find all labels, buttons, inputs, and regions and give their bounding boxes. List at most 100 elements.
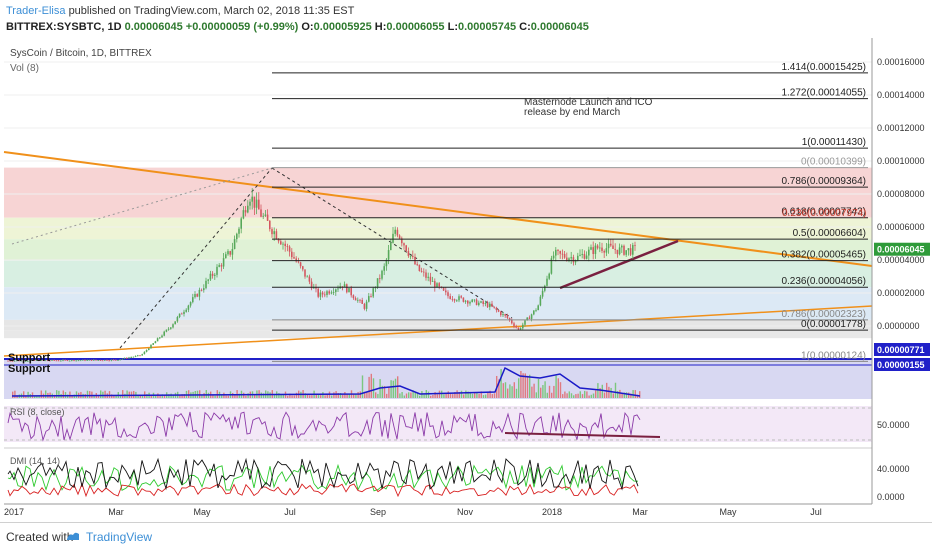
- volume-bar: [238, 393, 240, 398]
- volume-bar: [502, 383, 504, 398]
- volume-bar: [45, 390, 47, 398]
- volume-bar: [416, 392, 419, 398]
- tradingview-brand-link[interactable]: TradingView: [86, 530, 153, 544]
- candle-body: [550, 258, 553, 274]
- candle-body: [275, 231, 278, 240]
- author-link[interactable]: Trader-Elisa: [6, 5, 66, 17]
- volume-bar: [172, 395, 174, 398]
- candle-body: [29, 360, 31, 362]
- y-tick-0: 0.00016000: [877, 57, 925, 67]
- candle-body: [240, 218, 242, 229]
- candle-body: [425, 272, 427, 278]
- volume-bar: [548, 385, 551, 398]
- rsi-tick: 50.0000: [877, 420, 910, 430]
- candle-body: [623, 245, 625, 255]
- candle-body: [392, 233, 394, 243]
- volume-bar: [403, 395, 405, 398]
- volume-bar: [522, 373, 524, 398]
- volume-bar: [533, 383, 535, 398]
- volume-bar: [372, 378, 375, 398]
- volume-bar: [232, 392, 234, 398]
- candle-body: [192, 297, 194, 303]
- volume-bar: [540, 387, 542, 398]
- volume-bar: [353, 394, 355, 398]
- candle-body: [548, 273, 550, 279]
- volume-bar: [507, 388, 509, 398]
- candle-body: [473, 299, 476, 301]
- candle-body: [434, 281, 436, 288]
- candle-body: [337, 288, 339, 290]
- fib-label-9: 0.786(0.00002323): [781, 309, 866, 320]
- support-label-lower: Support: [8, 363, 50, 375]
- volume-bar: [584, 390, 586, 398]
- candle-body: [552, 255, 555, 259]
- volume-bar: [526, 375, 529, 398]
- volume-bar: [113, 395, 115, 398]
- candle-body: [282, 243, 284, 245]
- candle-body: [574, 260, 577, 263]
- chart-svg[interactable]: 1.414(0.00015425) 1.272(0.00014055) 1(0.00…: [0, 38, 932, 522]
- candle-body: [242, 210, 245, 219]
- x-tick-2: May: [193, 507, 211, 517]
- volume-bar: [632, 390, 634, 398]
- volume-bar: [159, 394, 161, 398]
- candle-body: [260, 209, 262, 217]
- volume-pane: [11, 366, 641, 398]
- y-tick-3: 0.00010000: [877, 156, 925, 166]
- volume-bar: [86, 390, 89, 398]
- candle-body: [376, 278, 379, 288]
- candle-body: [187, 305, 190, 310]
- created-with-label: Created with: [6, 530, 74, 544]
- candle-body: [469, 302, 471, 304]
- volume-bar: [625, 392, 628, 398]
- candle-body: [126, 357, 128, 359]
- candle-body: [634, 245, 636, 246]
- candle-body: [387, 250, 390, 260]
- volume-bar: [23, 391, 25, 398]
- candle-body: [310, 281, 313, 289]
- candle-body: [629, 248, 632, 255]
- fib-label-11: 1(0.00000124): [801, 350, 866, 361]
- candle-body: [458, 296, 460, 301]
- candle-body: [566, 257, 568, 261]
- volume-bar: [412, 390, 414, 398]
- candle-body: [244, 210, 247, 213]
- candle-body: [601, 247, 603, 251]
- volume-bar: [529, 374, 531, 398]
- candle-body: [139, 355, 141, 357]
- candle-body: [31, 360, 33, 361]
- candle-body: [205, 280, 207, 289]
- candle-body: [225, 254, 227, 259]
- candle-body: [544, 285, 546, 291]
- x-tick-8: May: [719, 507, 737, 517]
- candle-body: [475, 299, 478, 306]
- candle-body: [154, 341, 157, 344]
- candle-body: [20, 360, 22, 362]
- volume-bar: [419, 395, 421, 398]
- candle-body: [284, 243, 286, 247]
- candle-body: [480, 301, 482, 303]
- volume-bar: [610, 387, 612, 398]
- fib-zone-1: [4, 217, 872, 240]
- close-label: C:: [519, 21, 531, 33]
- volume-bar: [245, 395, 247, 398]
- chart-area[interactable]: 1.414(0.00015425) 1.272(0.00014055) 1(0.00…: [0, 38, 932, 522]
- candle-body: [467, 300, 469, 304]
- volume-bar: [493, 393, 496, 398]
- high-label: H:: [374, 21, 387, 33]
- candle-body: [269, 220, 271, 230]
- volume-bar: [155, 395, 157, 398]
- volume-bar: [163, 395, 166, 398]
- candle-body: [295, 258, 297, 262]
- candle-body: [44, 360, 47, 362]
- volume-bar: [449, 393, 452, 398]
- candle-body: [572, 257, 575, 263]
- volume-bar: [221, 395, 223, 398]
- tradingview-logo-icon: [67, 532, 79, 540]
- candle-body: [321, 292, 324, 295]
- candle-body: [71, 360, 73, 361]
- candle-body: [330, 292, 333, 294]
- candle-body: [66, 360, 69, 361]
- candle-body: [104, 359, 106, 361]
- candle-body: [456, 300, 458, 302]
